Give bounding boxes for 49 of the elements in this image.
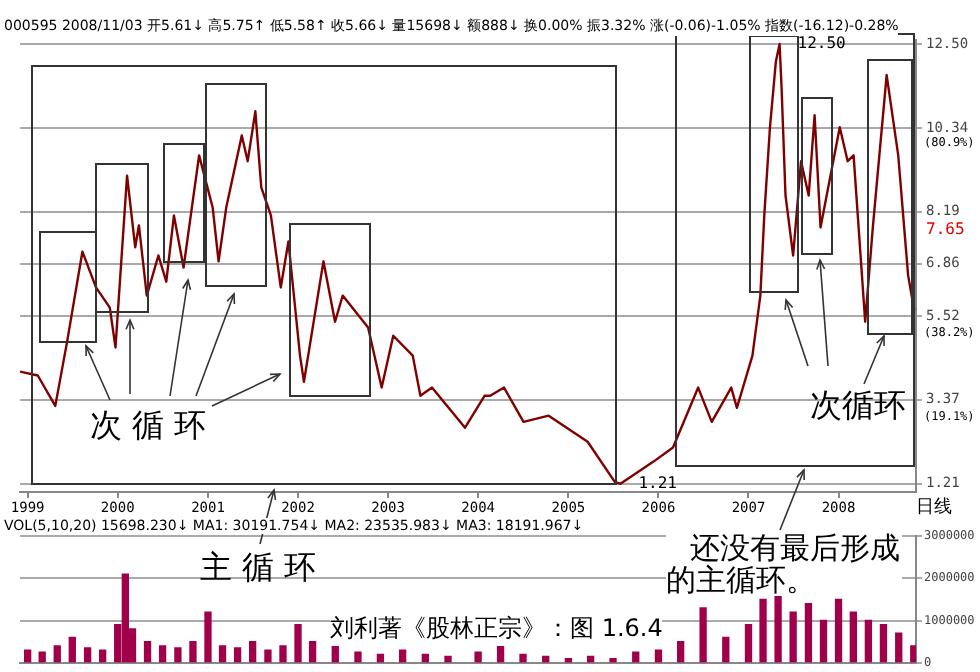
bar bbox=[774, 594, 782, 663]
annotation: 1.21 bbox=[638, 473, 678, 492]
bar bbox=[83, 647, 92, 663]
bar bbox=[654, 649, 663, 663]
bar bbox=[609, 657, 617, 663]
bar bbox=[474, 651, 482, 663]
bar bbox=[53, 645, 61, 663]
bar bbox=[444, 655, 452, 663]
bar bbox=[354, 651, 362, 663]
bar bbox=[158, 645, 167, 663]
bar bbox=[804, 602, 813, 663]
bar bbox=[849, 611, 857, 663]
bar bbox=[895, 632, 903, 663]
bar bbox=[789, 611, 797, 663]
bar bbox=[398, 649, 407, 663]
bar bbox=[279, 645, 287, 663]
text: 7.65 bbox=[926, 220, 965, 238]
bar bbox=[174, 647, 182, 663]
annotation: 还没有最后形成的主循环。 bbox=[666, 530, 902, 598]
bar bbox=[699, 607, 707, 663]
bar bbox=[98, 649, 107, 663]
bar bbox=[143, 641, 152, 663]
annotation: 主 循 环 bbox=[200, 548, 317, 590]
bar bbox=[294, 624, 302, 663]
bar bbox=[744, 624, 753, 663]
bar bbox=[264, 649, 272, 663]
bar bbox=[834, 598, 843, 663]
bar bbox=[519, 653, 527, 663]
bar bbox=[759, 598, 767, 663]
bar bbox=[204, 611, 212, 663]
text: 日线 bbox=[916, 494, 952, 520]
bar bbox=[23, 649, 32, 663]
bar bbox=[676, 641, 685, 663]
bar bbox=[308, 641, 317, 663]
annotation: 次循环 bbox=[810, 386, 906, 428]
annotation: 12.50 bbox=[797, 34, 847, 53]
annotation: 次 循 环 bbox=[90, 406, 207, 448]
bar bbox=[189, 641, 197, 663]
bar bbox=[218, 645, 227, 663]
bar bbox=[879, 624, 888, 663]
bar bbox=[233, 647, 242, 663]
bar bbox=[910, 645, 916, 663]
bar bbox=[68, 636, 76, 663]
bar bbox=[864, 619, 873, 663]
bar bbox=[722, 636, 730, 663]
bar bbox=[819, 619, 828, 663]
bar bbox=[248, 641, 257, 663]
annotation: 刘利著《股林正宗》：图 1.6.4 bbox=[330, 612, 663, 646]
bar bbox=[121, 573, 129, 663]
